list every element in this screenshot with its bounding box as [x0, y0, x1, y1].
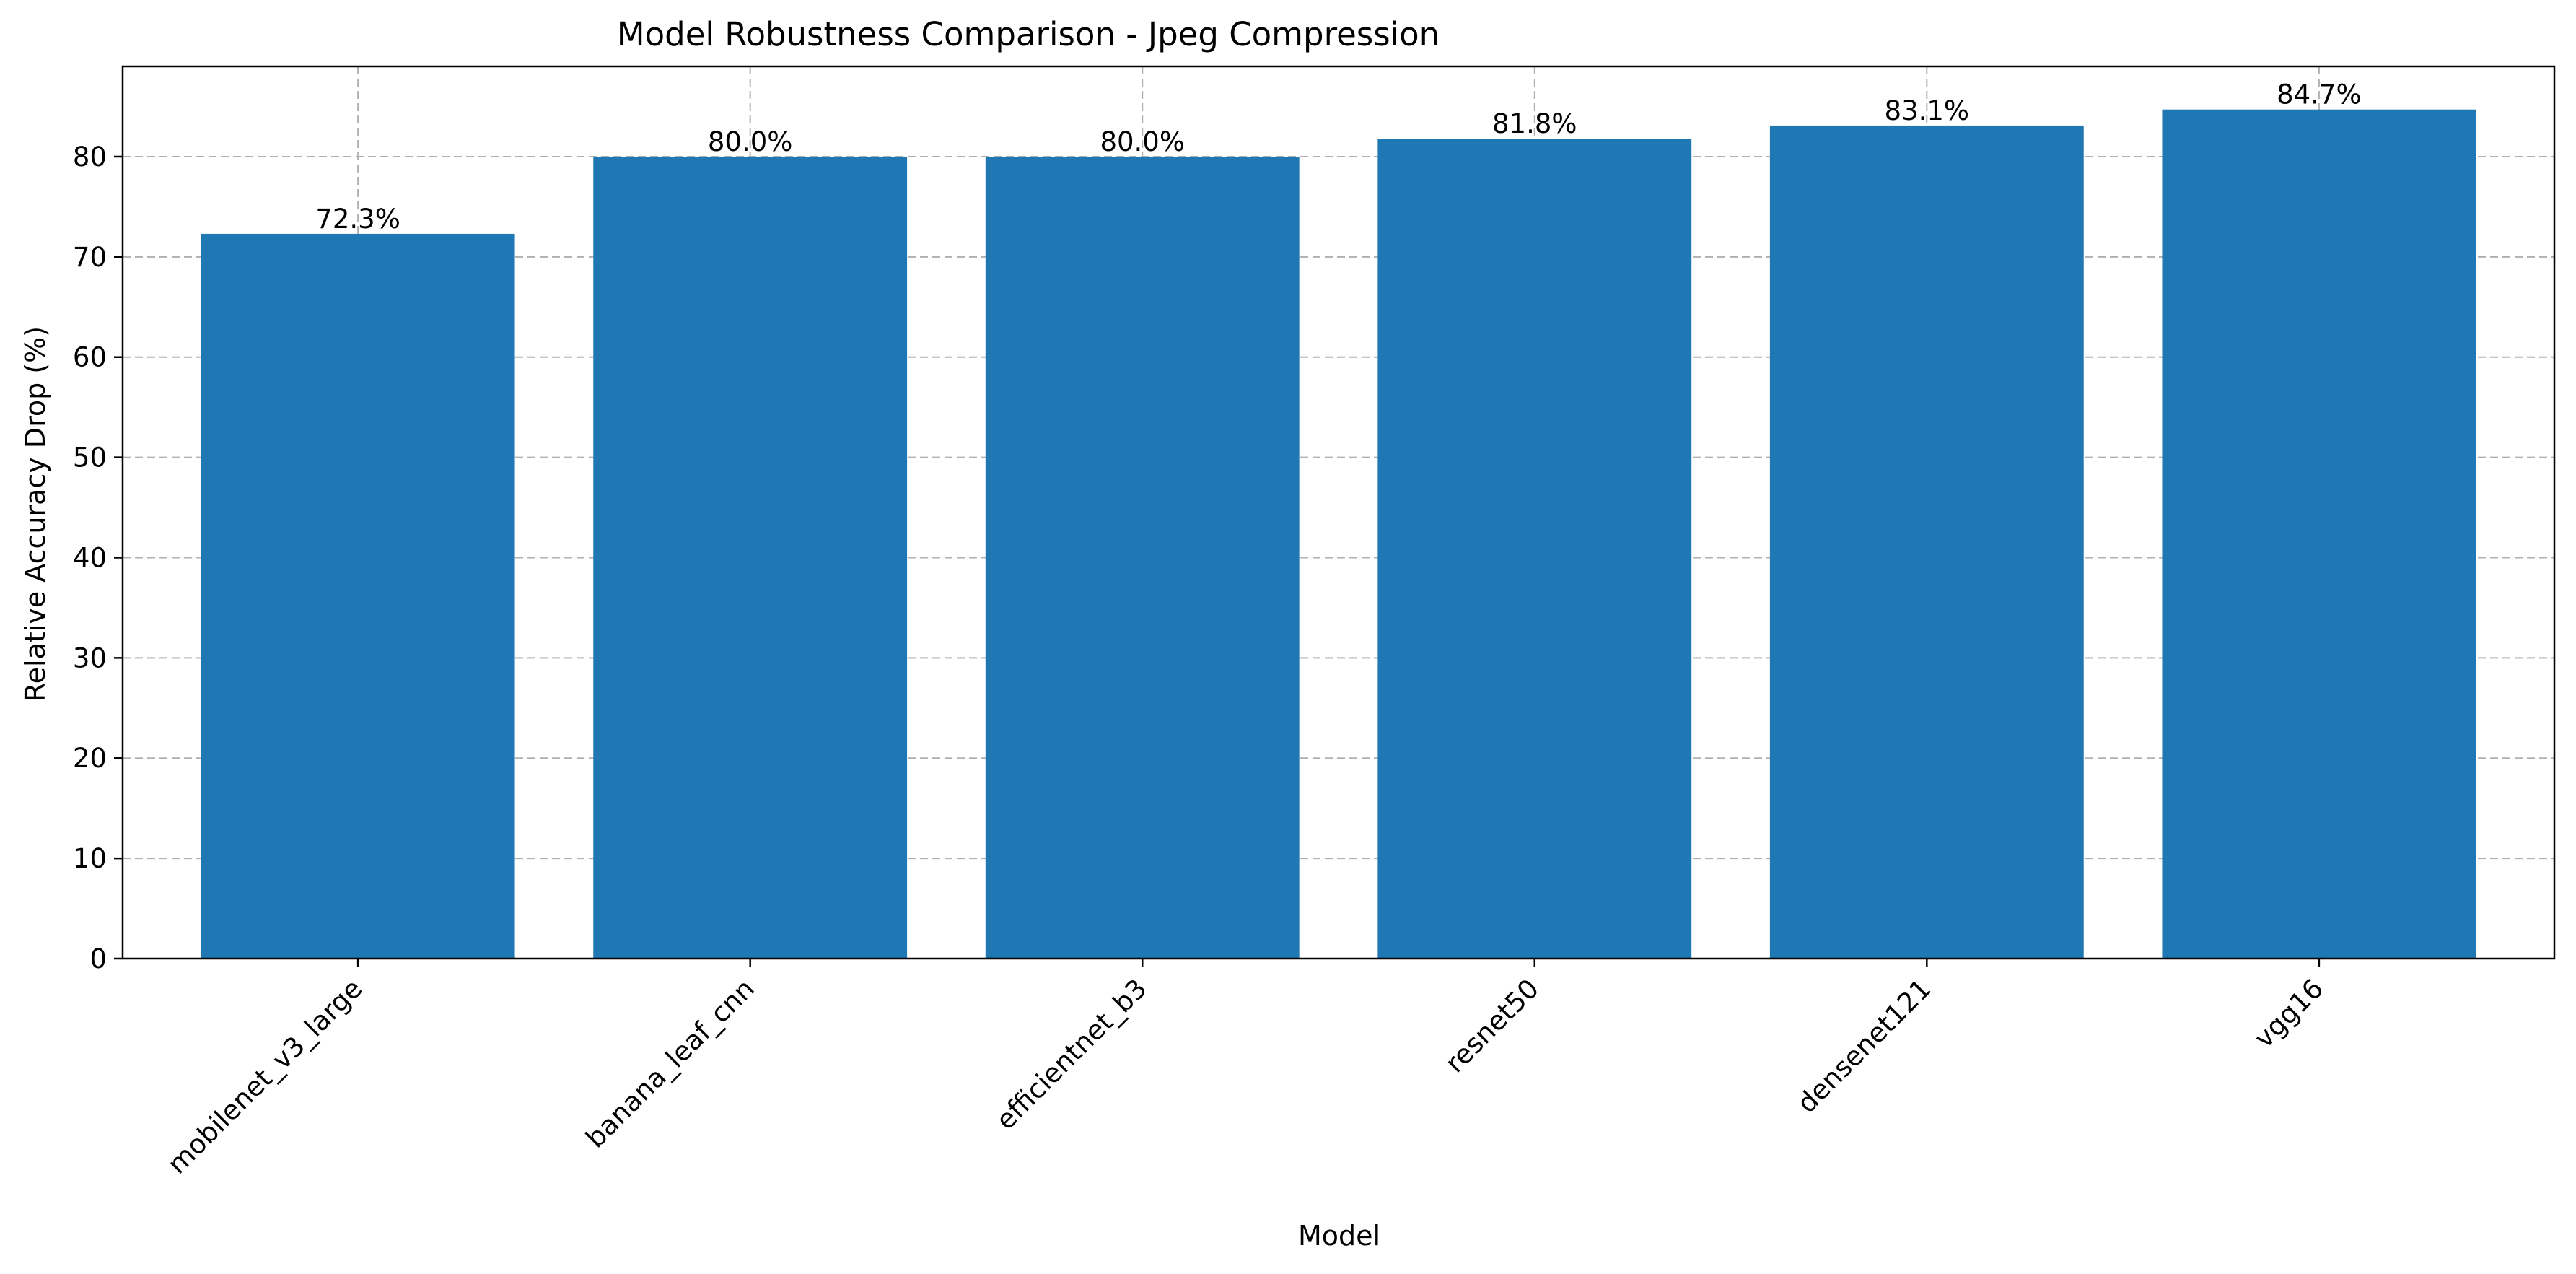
- bar-value-label: 80.0%: [1100, 126, 1185, 157]
- x-tick-label: efficientnet_b3: [990, 973, 1153, 1136]
- y-tick-label: 70: [73, 242, 107, 273]
- bar: [1377, 138, 1692, 959]
- chart-title: Model Robustness Comparison - Jpeg Compr…: [617, 15, 1440, 53]
- bar-value-label: 83.1%: [1885, 95, 1970, 126]
- y-tick-label: 60: [73, 342, 107, 373]
- y-tick-label: 20: [73, 743, 107, 774]
- x-tick-label: vgg16: [2248, 973, 2329, 1054]
- x-tick-label: mobilenet_v3_large: [162, 973, 369, 1180]
- y-axis-title: Relative Accuracy Drop (%): [19, 326, 51, 702]
- bar: [2162, 109, 2476, 959]
- y-tick-label: 0: [89, 943, 107, 974]
- bar-value-label: 72.3%: [315, 204, 400, 235]
- y-tick-label: 80: [73, 141, 107, 173]
- bar: [1769, 125, 2084, 959]
- y-tick-label: 40: [73, 542, 107, 573]
- y-tick-label: 50: [73, 442, 107, 474]
- bar: [201, 233, 515, 959]
- bar-value-label: 80.0%: [708, 126, 793, 157]
- bar: [593, 156, 908, 959]
- bar-value-label: 84.7%: [2277, 79, 2362, 110]
- x-tick-label: resnet50: [1440, 973, 1546, 1079]
- x-tick-label: densenet121: [1791, 973, 1937, 1119]
- bar-value-label: 81.8%: [1492, 108, 1577, 139]
- x-axis-title: Model: [1298, 1220, 1380, 1252]
- y-tick-label: 30: [73, 642, 107, 673]
- x-tick-label: banana_leaf_cnn: [579, 973, 761, 1154]
- y-tick-label: 10: [73, 843, 107, 874]
- plot-frame: [121, 65, 2556, 960]
- bar: [985, 156, 1300, 959]
